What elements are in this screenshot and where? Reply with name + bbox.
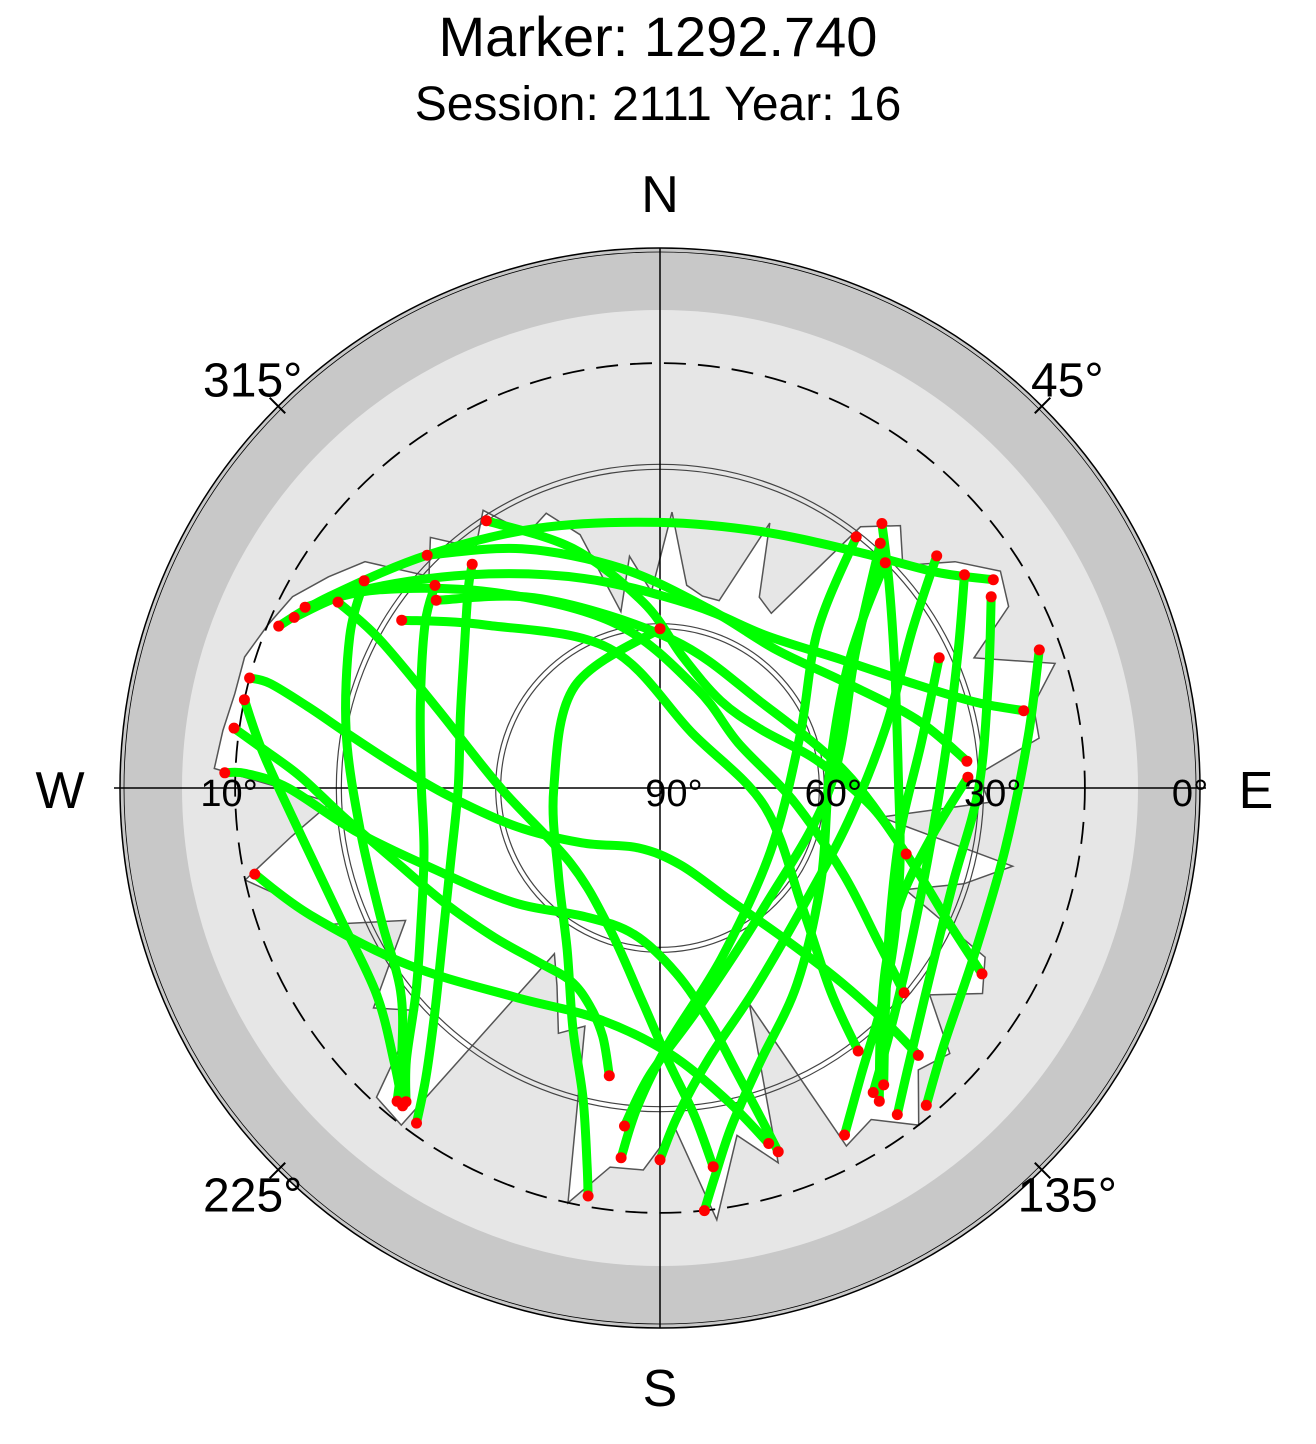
track-1-start-point bbox=[480, 515, 492, 527]
track-9 bbox=[220, 767, 783, 1157]
track-14-start-point bbox=[654, 623, 666, 635]
track-27-start-point bbox=[933, 652, 945, 664]
track-6-end-point bbox=[976, 968, 988, 980]
compass-west-label: W bbox=[35, 762, 84, 820]
track-18-end-point bbox=[891, 1109, 903, 1121]
track-20-start-point bbox=[931, 550, 943, 562]
track-25-end-point bbox=[763, 1138, 775, 1149]
compass-south-label: S bbox=[643, 1360, 678, 1418]
track-15-end-point bbox=[698, 1205, 710, 1217]
track-17-start-point bbox=[959, 569, 970, 581]
track-13-start-point bbox=[429, 579, 441, 591]
compass-east-label: E bbox=[1239, 762, 1274, 820]
track-4-start-point bbox=[288, 611, 300, 623]
track-2-start-point bbox=[421, 549, 433, 561]
azimuth-tick-135 bbox=[1034, 1162, 1052, 1180]
elevation-label-90: 90° bbox=[645, 773, 702, 815]
track-1-end-point bbox=[900, 848, 912, 860]
elevation-label-30: 30° bbox=[964, 773, 1021, 815]
track-24-start-point bbox=[238, 694, 250, 706]
track-27-end-point bbox=[878, 1079, 890, 1091]
track-10-end-point bbox=[603, 1070, 615, 1082]
track-11 bbox=[412, 559, 477, 1128]
track-11-start-point bbox=[466, 558, 478, 570]
azimuth-label-135: 135° bbox=[1018, 1169, 1117, 1222]
azimuth-tick-315 bbox=[268, 396, 286, 414]
track-5-end-point bbox=[987, 574, 999, 586]
track-5-start-point bbox=[273, 620, 285, 632]
track-22-start-point bbox=[874, 537, 886, 549]
chart-title: Marker: 1292.740 bbox=[438, 5, 878, 68]
track-8-start-point bbox=[244, 672, 256, 684]
track-27 bbox=[879, 653, 944, 1090]
track-6 bbox=[431, 591, 987, 979]
track-23-start-point bbox=[332, 596, 344, 608]
track-19-end-point bbox=[920, 1099, 932, 1111]
track-8-end-point bbox=[912, 1049, 924, 1061]
track-10-start-point bbox=[228, 722, 240, 734]
track-23 bbox=[333, 597, 718, 1172]
track-26-end-point bbox=[873, 1095, 885, 1107]
track-25 bbox=[250, 869, 774, 1148]
track-19 bbox=[921, 645, 1044, 1110]
track-7-end-point bbox=[852, 1045, 864, 1057]
track-19-start-point bbox=[1033, 644, 1045, 656]
track-9-end-point bbox=[772, 1146, 784, 1158]
track-16-start-point bbox=[876, 518, 888, 529]
track-13 bbox=[401, 580, 440, 1107]
track-26-start-point bbox=[962, 771, 974, 783]
azimuth-tick-45 bbox=[1034, 396, 1052, 414]
azimuth-label-315: 315° bbox=[203, 355, 302, 408]
track-14-end-point bbox=[582, 1190, 594, 1202]
track-15-start-point bbox=[879, 557, 891, 569]
track-24 bbox=[239, 695, 408, 1111]
track-10 bbox=[229, 723, 614, 1081]
track-17-end-point bbox=[867, 1087, 879, 1098]
compass-north-label: N bbox=[641, 166, 679, 224]
track-9-start-point bbox=[219, 767, 231, 779]
track-14 bbox=[548, 624, 665, 1201]
azimuth-label-225: 225° bbox=[203, 1169, 302, 1222]
track-21-start-point bbox=[850, 531, 862, 543]
track-22 bbox=[620, 538, 885, 1131]
track-21-end-point bbox=[615, 1152, 627, 1164]
track-4-end-point bbox=[1018, 705, 1030, 717]
azimuth-label-45: 45° bbox=[1031, 355, 1104, 408]
track-25-start-point bbox=[249, 868, 261, 880]
chart-subtitle: Session: 2111 Year: 16 bbox=[414, 78, 902, 131]
track-22-end-point bbox=[619, 1120, 630, 1132]
track-20 bbox=[655, 551, 942, 1165]
track-8 bbox=[245, 673, 923, 1060]
track-18-start-point bbox=[985, 591, 997, 603]
track-11-end-point bbox=[411, 1117, 422, 1129]
track-23-end-point bbox=[707, 1161, 719, 1173]
track-3-end-point bbox=[898, 987, 910, 999]
azimuth-tick-225 bbox=[268, 1162, 286, 1180]
track-12-start-point bbox=[358, 575, 370, 587]
track-12 bbox=[341, 576, 408, 1106]
track-20-end-point bbox=[654, 1154, 666, 1166]
elevation-label-0: 0° bbox=[1172, 773, 1208, 815]
track-6-start-point bbox=[430, 594, 442, 606]
track-2-end-point bbox=[961, 755, 973, 767]
track-3-start-point bbox=[299, 601, 311, 613]
elevation-label-10: 10° bbox=[200, 773, 257, 815]
track-18 bbox=[892, 592, 996, 1120]
track-24-end-point bbox=[397, 1100, 409, 1112]
elevation-label-60: 60° bbox=[805, 773, 862, 815]
track-7-start-point bbox=[396, 614, 408, 626]
track-16-end-point bbox=[839, 1129, 850, 1141]
track-5 bbox=[274, 517, 998, 631]
